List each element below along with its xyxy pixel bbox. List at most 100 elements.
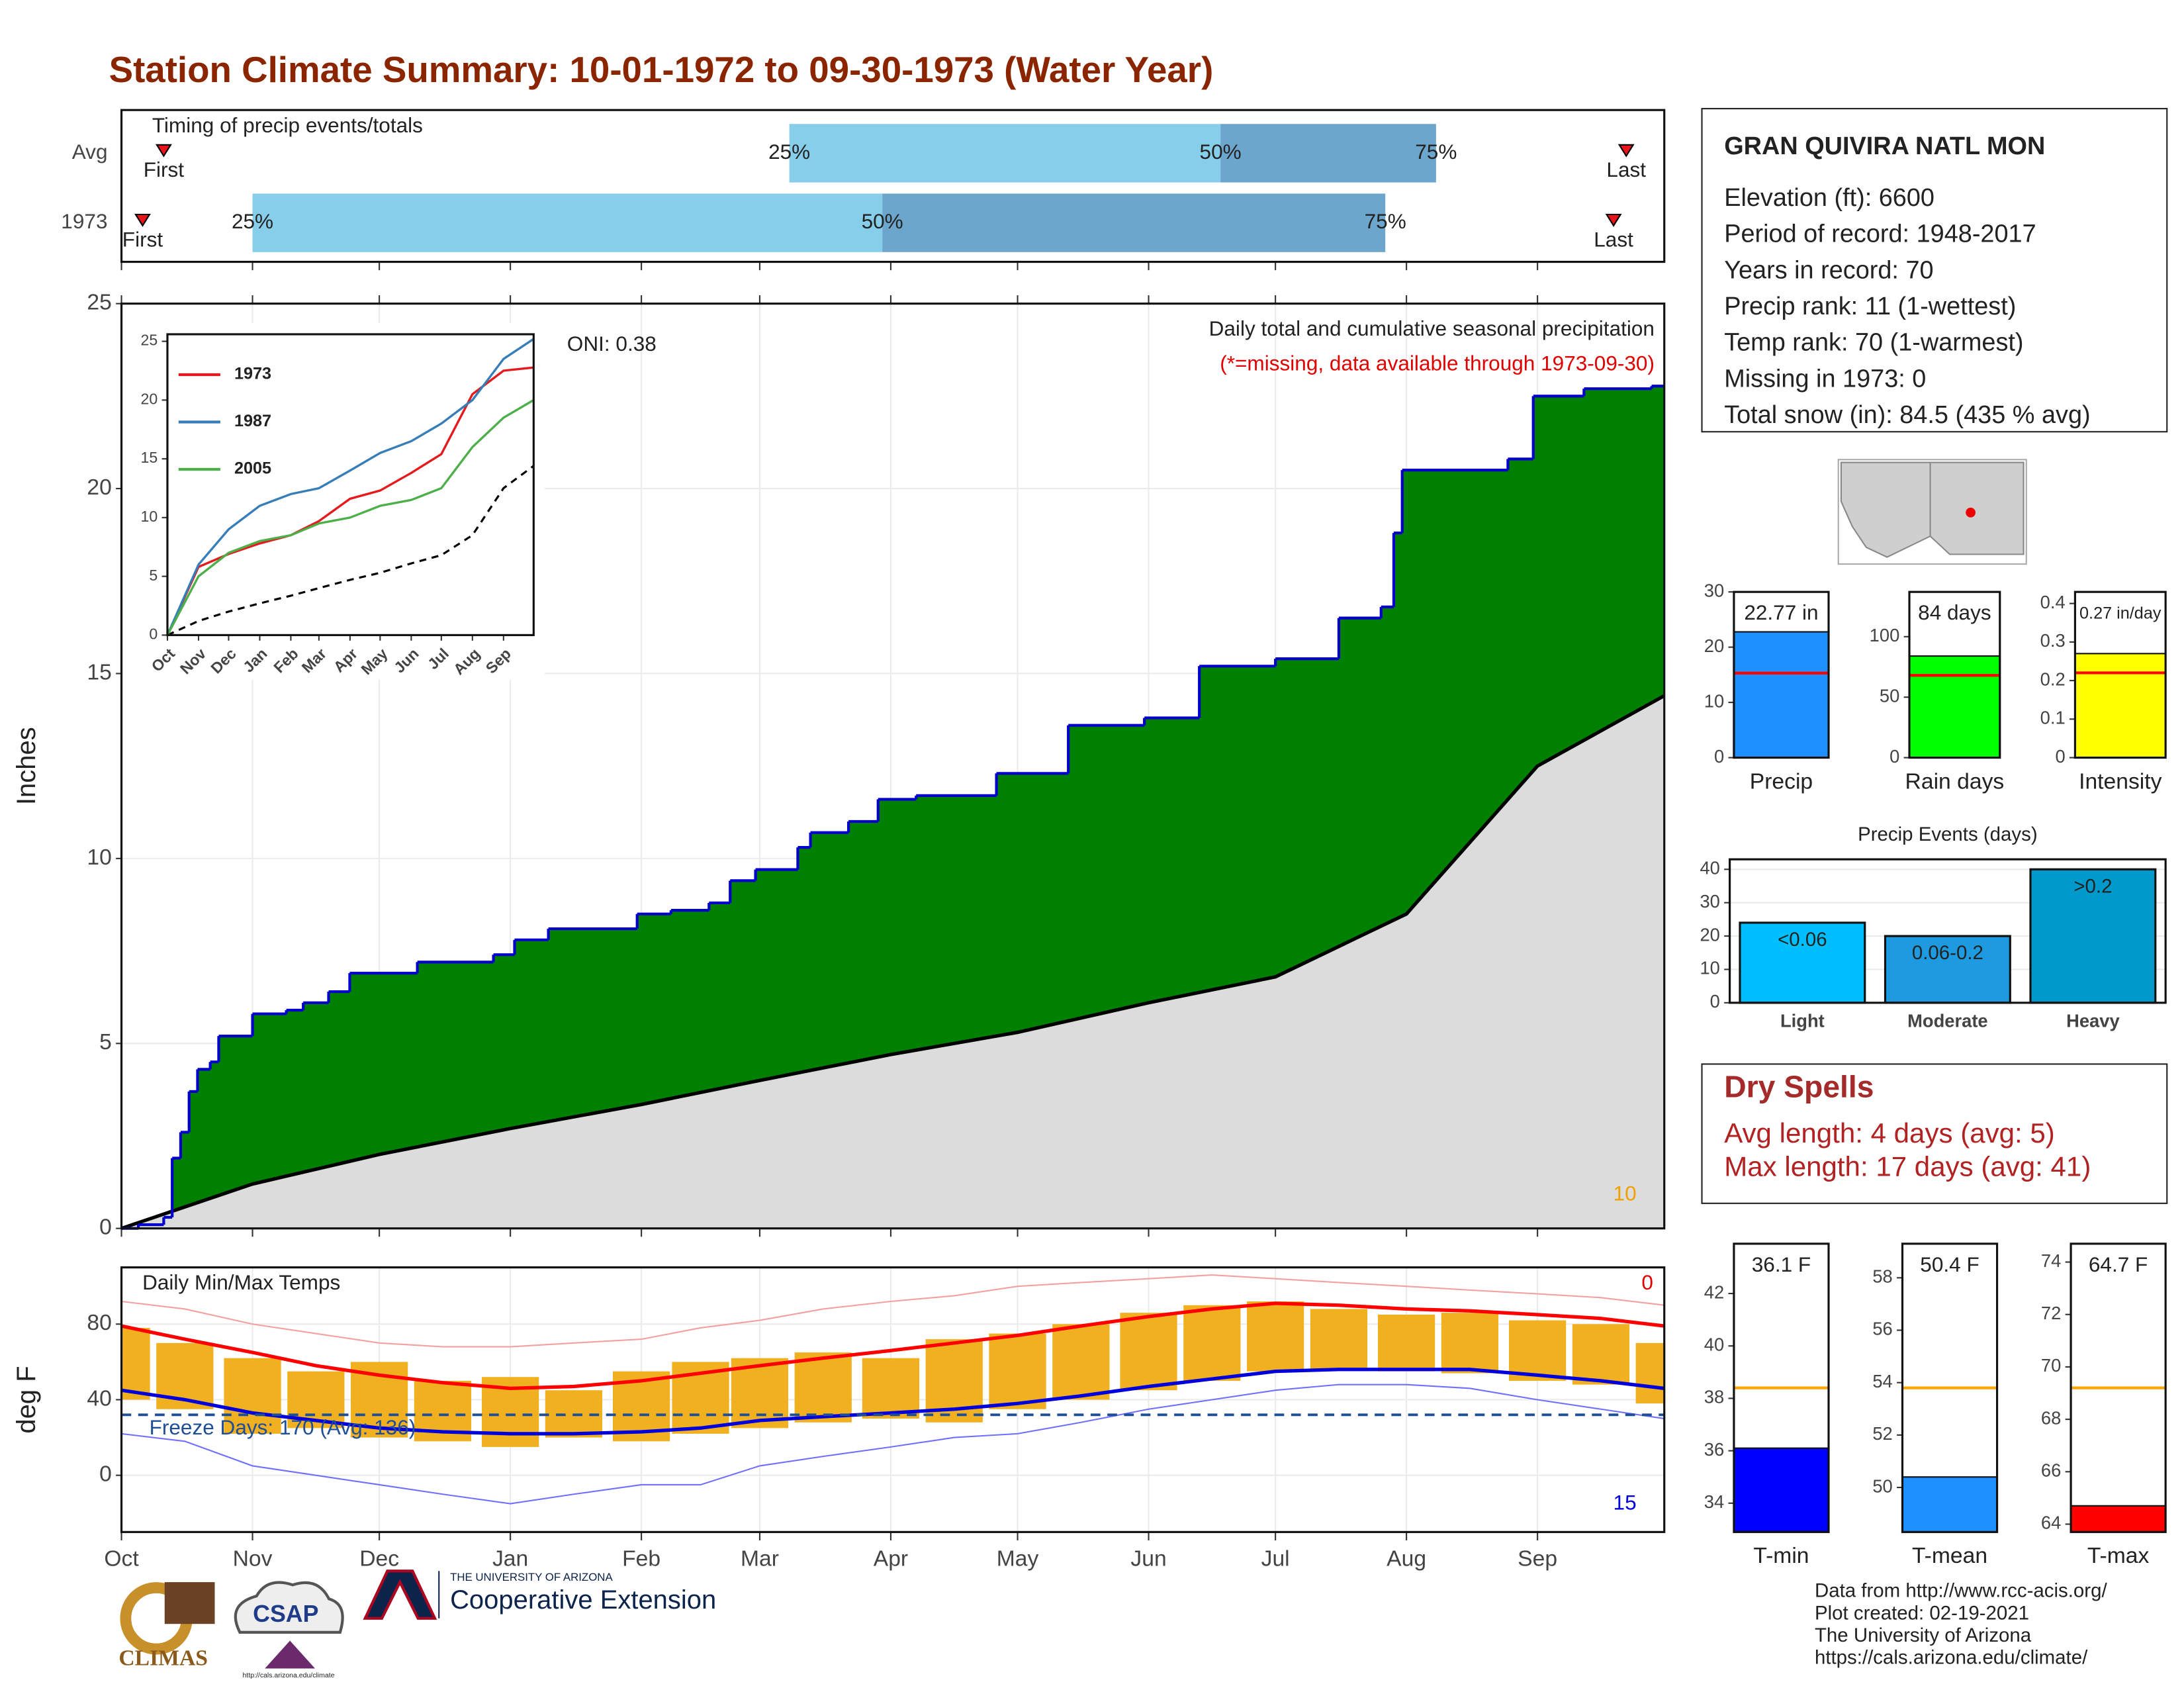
page-title: Station Climate Summary: 10-01-1972 to 0… <box>109 49 1214 90</box>
plot-frame <box>120 1266 1666 1533</box>
dry-spells-box <box>1701 1063 2168 1204</box>
quartile-label: 75% <box>1415 140 1457 164</box>
x-tick-label: Apr <box>874 1546 908 1571</box>
event-marker <box>155 144 172 158</box>
y-axis-label: Inches <box>12 727 41 805</box>
quartile-label: 50% <box>1200 140 1242 164</box>
y-tick-label: 20 <box>1704 635 1724 656</box>
value-label: 22.77 in <box>1744 600 1818 624</box>
oni-label: ONI: 0.38 <box>567 332 657 355</box>
legend-label: 1973 <box>234 365 271 383</box>
bar <box>1739 921 1866 1004</box>
daily-range-bar <box>121 1327 150 1400</box>
bar <box>2074 653 2167 759</box>
x-tick-label: Aug <box>1387 1546 1426 1571</box>
y-tick-label: 72 <box>2041 1303 2061 1323</box>
station-info: Temp rank: 70 (1-warmest) <box>1724 329 2023 357</box>
y-tick-label: 20 <box>1700 924 1719 945</box>
temp-line <box>121 1383 1664 1505</box>
y-tick-label: 50 <box>1872 1476 1892 1496</box>
event-marker <box>1617 144 1635 158</box>
temp-line <box>121 1368 1665 1436</box>
quartile-bar <box>1220 124 1436 183</box>
unit-name: Cooperative Extension <box>450 1585 716 1615</box>
x-tick-label: Sep <box>1518 1546 1557 1571</box>
bar <box>1901 1476 1998 1533</box>
plot-frame <box>2073 590 2167 759</box>
daily-range-bar <box>224 1358 281 1434</box>
footer-line: Data from http://www.rcc-acis.org/ <box>1815 1580 2107 1602</box>
y-tick-label: 20 <box>87 475 111 500</box>
value-label: <0.06 <box>1778 929 1827 951</box>
category-label: T-max <box>2087 1544 2150 1568</box>
dry-spell-info: Max length: 17 days (avg: 41) <box>1724 1150 2091 1182</box>
y-tick-label: 0.1 <box>2040 708 2066 728</box>
bar <box>1733 1447 1830 1533</box>
quartile-bar <box>252 193 883 252</box>
x-tick-label: Mar <box>741 1546 779 1571</box>
freeze-label: Freeze Days: 170 (Avg: 136) <box>150 1415 416 1439</box>
x-tick-label: May <box>997 1546 1039 1571</box>
quartile-label: 25% <box>232 209 273 233</box>
y-tick-label: 0.2 <box>2040 669 2066 689</box>
y-tick-label: 25 <box>87 291 111 315</box>
station-info: Period of record: 1948-2017 <box>1724 220 2036 248</box>
y-tick-label: 10 <box>87 845 111 870</box>
station-info: Missing in 1973: 0 <box>1724 365 1926 393</box>
plot-frame <box>1733 590 1830 759</box>
average-area-fill <box>121 696 1664 1229</box>
y-tick-label: 0 <box>99 1215 112 1240</box>
value-label: 84 days <box>1918 600 1991 624</box>
category-label: Moderate <box>1907 1011 1988 1031</box>
y-tick-label: 10 <box>141 508 158 525</box>
daily-range-bar <box>1310 1309 1368 1370</box>
temp-line <box>121 1301 1665 1390</box>
y-tick-label: 38 <box>1704 1387 1724 1407</box>
daily-range-bar <box>1441 1313 1499 1374</box>
footer-line: The University of Arizona <box>1815 1624 2032 1646</box>
x-tick-label: Jul <box>1261 1546 1290 1571</box>
y-tick-label: 64 <box>2041 1513 2061 1533</box>
y-tick-label: 34 <box>1704 1491 1724 1512</box>
category-label: Light <box>1780 1011 1825 1031</box>
x-tick-label: Dec <box>359 1546 399 1571</box>
x-tick-label: Jun <box>1130 1546 1166 1571</box>
event-label: Last <box>1606 158 1646 181</box>
y-tick-label: 50 <box>1880 685 1899 706</box>
climas-emblem <box>164 1582 215 1624</box>
category-label: Rain days <box>1905 769 2005 794</box>
event-label: First <box>122 227 163 251</box>
bar <box>1908 655 2001 759</box>
y-tick-label: 5 <box>149 567 158 584</box>
timing-title: Timing of precip events/totals <box>152 113 423 137</box>
y-tick-label: 10 <box>1704 690 1724 711</box>
csap-mountain <box>265 1640 315 1669</box>
y-tick-label: 0 <box>149 626 158 643</box>
map <box>1837 459 2027 565</box>
plot-frame <box>1908 590 2001 759</box>
y-tick-label: 0 <box>1710 991 1720 1011</box>
climas-logo-text: CLIMAS <box>118 1646 208 1671</box>
daily-range-bar <box>1247 1301 1304 1372</box>
reference-line <box>167 465 535 636</box>
series-line <box>166 338 535 636</box>
csap-logo-text: CSAP <box>253 1601 318 1627</box>
value-label: 0.27 in/day <box>2079 604 2161 623</box>
x-tick-label: Feb <box>622 1546 660 1571</box>
category-label: Heavy <box>2066 1011 2120 1031</box>
daily-range-bar <box>1572 1324 1630 1385</box>
plot-frame <box>120 109 1666 263</box>
value-label: 50.4 F <box>1920 1252 1979 1276</box>
y-tick-label: 10 <box>1700 958 1719 978</box>
y-tick-label: 0 <box>99 1462 112 1487</box>
row-label: Avg <box>72 140 108 164</box>
y-tick-label: 58 <box>1872 1266 1892 1287</box>
ua-logo-mark <box>363 1570 437 1620</box>
value-label: 36.1 F <box>1752 1252 1811 1276</box>
station-info: Years in record: 70 <box>1724 256 1933 284</box>
y-tick-label: 40 <box>1700 857 1719 878</box>
y-tick-label: 100 <box>1870 625 1900 645</box>
category-label: T-min <box>1753 1544 1809 1568</box>
quartile-label: 75% <box>1365 209 1406 233</box>
y-tick-label: 0 <box>1714 746 1724 767</box>
